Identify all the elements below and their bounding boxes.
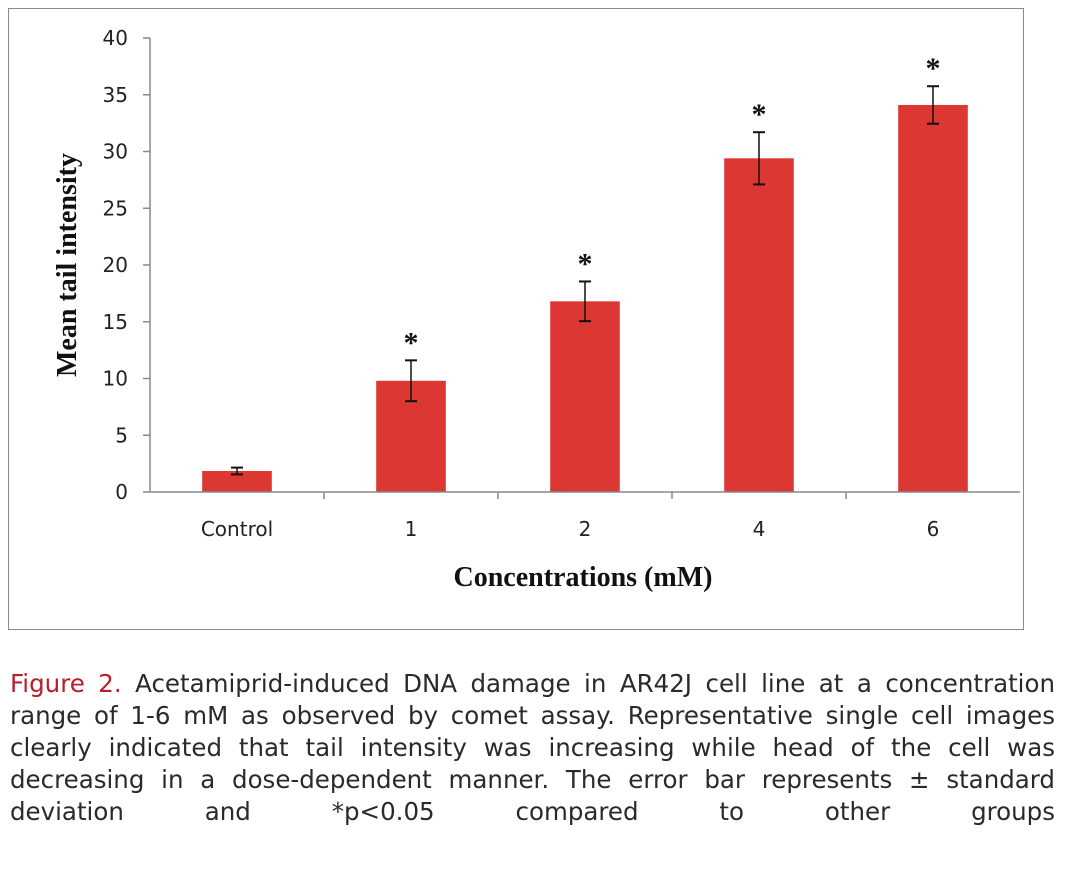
- chart-frame: [8, 8, 1024, 630]
- y-tick-label: 20: [103, 253, 128, 277]
- y-tick-label: 5: [115, 423, 128, 447]
- significance-marker: *: [404, 326, 419, 359]
- y-tick-label: 15: [103, 310, 128, 334]
- x-tick-label: 2: [579, 517, 592, 541]
- y-tick-label: 35: [103, 83, 128, 107]
- figure-caption: Figure 2. Acetamiprid-induced DNA damage…: [10, 668, 1055, 828]
- x-tick-label: 1: [405, 517, 418, 541]
- bar-chart: 0 5 10 15 20 25 30 35 40 Control 1 2 4 6 * * * * Concen…: [52, 26, 1020, 593]
- significance-marker: *: [752, 98, 767, 131]
- bar: [202, 471, 272, 492]
- bar: [724, 158, 794, 492]
- x-tick-label: 6: [927, 517, 940, 541]
- y-axis-label: Mean tail intensity: [52, 153, 83, 377]
- significance-marker: *: [578, 247, 593, 280]
- caption-text: Acetamiprid-induced DNA damage in AR42J …: [10, 669, 1056, 826]
- caption-label: Figure 2.: [10, 669, 122, 698]
- bar: [898, 104, 968, 492]
- x-tick-label: 4: [753, 517, 766, 541]
- y-tick-label: 30: [103, 140, 128, 164]
- y-tick-label: 0: [115, 480, 128, 504]
- y-tick-label: 25: [103, 196, 128, 220]
- y-tick-label: 40: [103, 26, 128, 50]
- bar: [550, 301, 620, 492]
- y-tick-label: 10: [103, 367, 128, 391]
- x-axis-label: Concentrations (mM): [454, 562, 713, 593]
- significance-marker: *: [926, 52, 941, 85]
- x-tick-label: Control: [201, 517, 273, 541]
